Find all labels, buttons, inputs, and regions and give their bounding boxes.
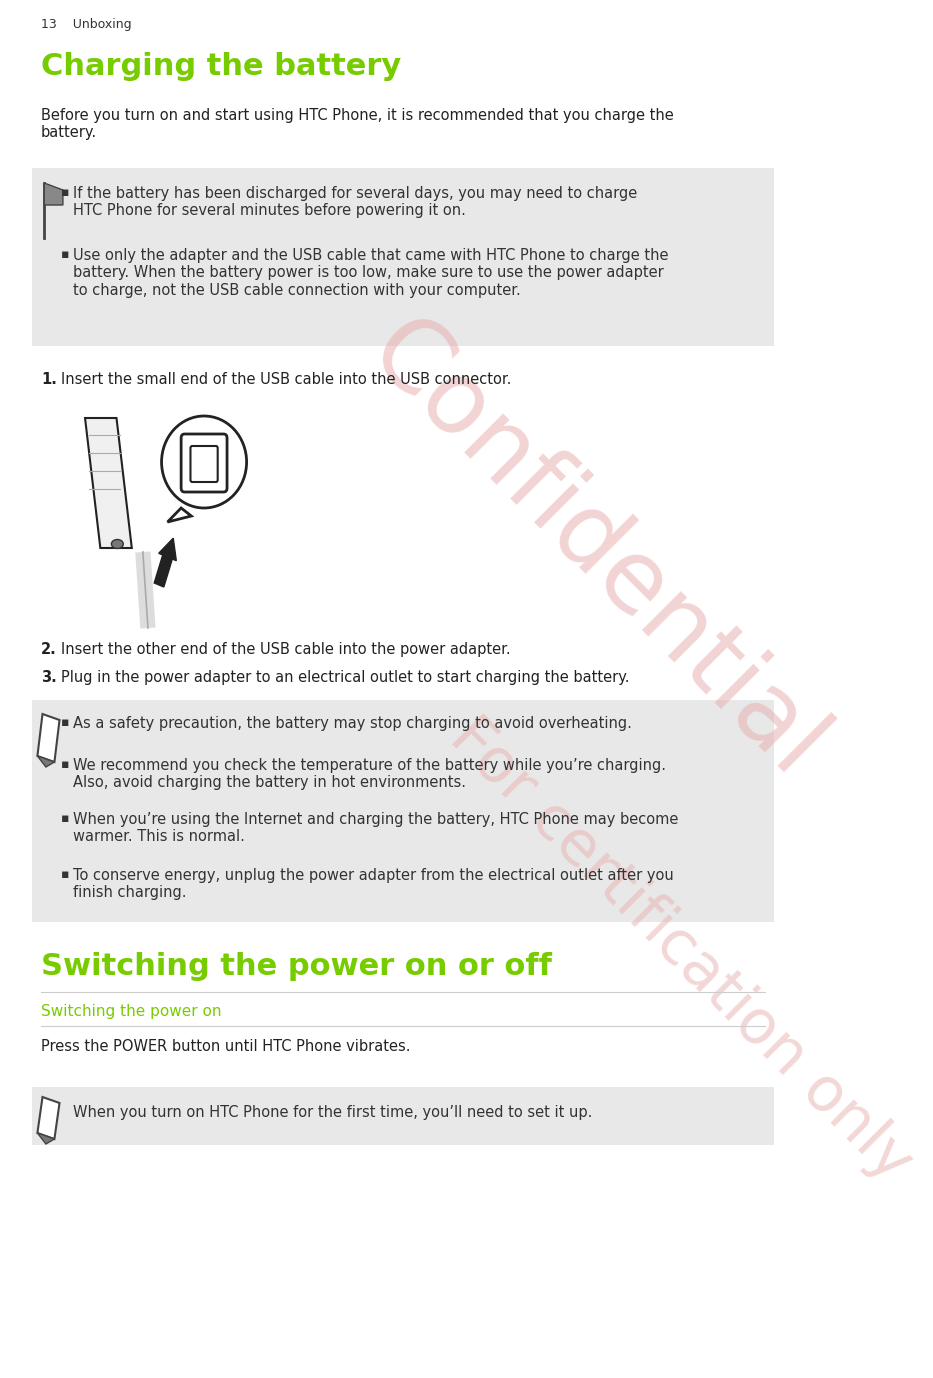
- Text: As a safety precaution, the battery may stop charging to avoid overheating.: As a safety precaution, the battery may …: [73, 717, 632, 730]
- Text: Press the POWER button until HTC Phone vibrates.: Press the POWER button until HTC Phone v…: [41, 1039, 411, 1054]
- Text: ▪: ▪: [62, 758, 70, 772]
- Text: Before you turn on and start using HTC Phone, it is recommended that you charge : Before you turn on and start using HTC P…: [41, 107, 674, 141]
- Text: ▪: ▪: [62, 248, 70, 260]
- Text: Plug in the power adapter to an electrical outlet to start charging the battery.: Plug in the power adapter to an electric…: [62, 670, 630, 685]
- FancyBboxPatch shape: [33, 168, 773, 346]
- Text: 3.: 3.: [41, 670, 57, 685]
- FancyBboxPatch shape: [33, 1087, 773, 1145]
- Polygon shape: [44, 183, 63, 205]
- Text: ▪: ▪: [62, 717, 70, 729]
- Polygon shape: [37, 1097, 60, 1140]
- Text: We recommend you check the temperature of the battery while you’re charging.
Als: We recommend you check the temperature o…: [73, 758, 666, 791]
- Ellipse shape: [111, 540, 123, 548]
- Polygon shape: [37, 757, 54, 768]
- Text: Use only the adapter and the USB cable that came with HTC Phone to charge the
ba: Use only the adapter and the USB cable t…: [73, 248, 669, 298]
- Text: ▪: ▪: [62, 186, 70, 198]
- Text: If the battery has been discharged for several days, you may need to charge
HTC : If the battery has been discharged for s…: [73, 186, 637, 218]
- FancyBboxPatch shape: [33, 700, 773, 922]
- Text: ▪: ▪: [62, 812, 70, 825]
- Text: 1.: 1.: [41, 372, 57, 387]
- Text: Insert the other end of the USB cable into the power adapter.: Insert the other end of the USB cable in…: [62, 642, 511, 657]
- Text: When you turn on HTC Phone for the first time, you’ll need to set it up.: When you turn on HTC Phone for the first…: [73, 1105, 592, 1120]
- Text: When you’re using the Internet and charging the battery, HTC Phone may become
wa: When you’re using the Internet and charg…: [73, 812, 678, 845]
- Text: For certification only: For certification only: [438, 707, 923, 1193]
- FancyBboxPatch shape: [190, 446, 217, 482]
- FancyArrow shape: [154, 539, 176, 587]
- Polygon shape: [168, 508, 191, 522]
- Text: ▪: ▪: [62, 868, 70, 881]
- Polygon shape: [37, 1133, 54, 1144]
- Text: Switching the power on: Switching the power on: [41, 1005, 221, 1018]
- Text: Switching the power on or off: Switching the power on or off: [41, 952, 551, 981]
- Polygon shape: [37, 714, 60, 762]
- Text: Insert the small end of the USB cable into the USB connector.: Insert the small end of the USB cable in…: [62, 372, 511, 387]
- Text: Charging the battery: Charging the battery: [41, 52, 401, 81]
- FancyBboxPatch shape: [181, 434, 227, 492]
- Text: To conserve energy, unplug the power adapter from the electrical outlet after yo: To conserve energy, unplug the power ada…: [73, 868, 674, 900]
- Text: 13    Unboxing: 13 Unboxing: [41, 18, 132, 30]
- Text: 2.: 2.: [41, 642, 57, 657]
- Polygon shape: [85, 418, 132, 548]
- Ellipse shape: [161, 416, 246, 508]
- Text: htc: htc: [95, 451, 109, 459]
- Text: Confidential: Confidential: [348, 303, 842, 796]
